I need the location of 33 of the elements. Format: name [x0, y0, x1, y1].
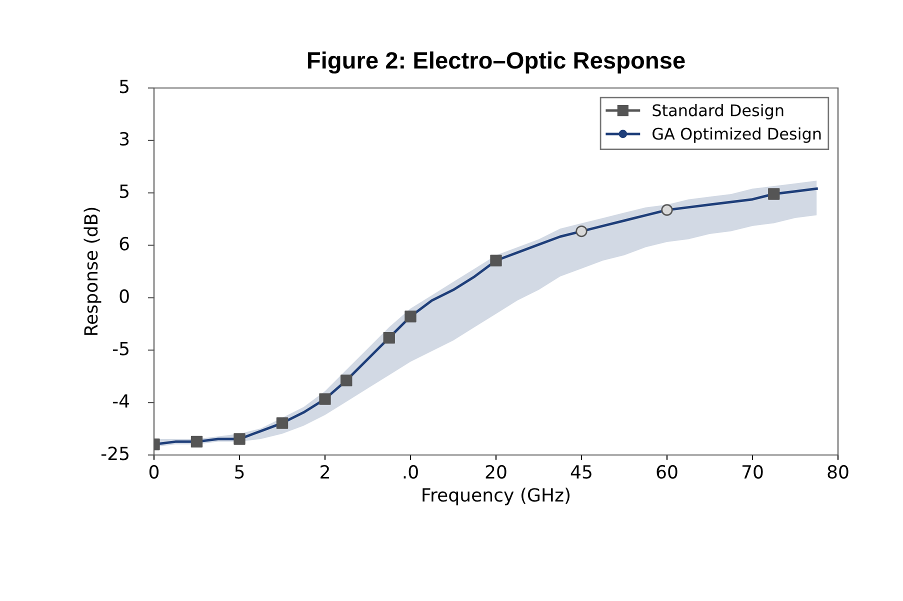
text: 6: [120, 236, 129, 251]
x-tick-label: 45: [570, 465, 592, 479]
text: 5: [120, 184, 128, 198]
point: [404, 310, 416, 322]
text: 5: [120, 80, 128, 94]
point: [276, 417, 288, 429]
legend-label: GA Optimized Design: [652, 127, 821, 143]
x-tick-label: 2: [320, 465, 329, 478]
point: [383, 332, 395, 344]
text: 0: [120, 289, 129, 303]
point: [661, 204, 673, 216]
y-axis-title: Response (dB): [84, 208, 102, 335]
point: [319, 393, 331, 405]
point: [234, 433, 246, 445]
point: [768, 188, 780, 200]
text: -5: [112, 342, 128, 356]
legend-label: Standard Design: [652, 104, 784, 120]
point: [340, 374, 352, 386]
x-tick-label: 60: [656, 465, 678, 479]
x-tick-label: 70: [742, 465, 763, 479]
x-tick-label: 5: [235, 465, 244, 479]
point: [576, 225, 588, 238]
x-tick-label: 20: [486, 465, 506, 479]
x-tick-label: .0: [404, 465, 418, 479]
x-axis-title: Frequency (GHz): [422, 488, 570, 506]
x-tick-label: 80: [828, 465, 848, 479]
text: -25: [101, 446, 128, 460]
text: -4: [112, 394, 130, 408]
x-tick-label: 0: [149, 465, 159, 479]
point: [190, 436, 203, 448]
text: 3: [120, 132, 129, 146]
point: [490, 254, 502, 266]
chart-title: Figure 2: Electro–Optic Response: [308, 51, 685, 74]
